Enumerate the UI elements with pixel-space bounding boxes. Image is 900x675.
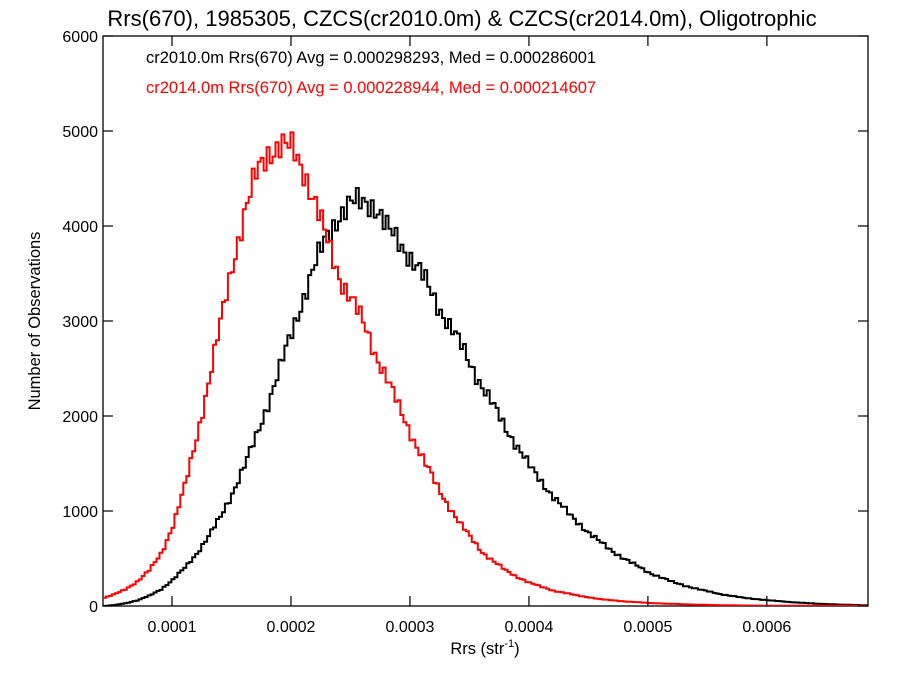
series-layer <box>103 131 868 606</box>
chart-title: Rrs(670), 1985305, CZCS(cr2010.0m) & CZC… <box>107 6 816 31</box>
y-tick-label: 4000 <box>62 219 98 236</box>
x-tick-label: 0.0001 <box>148 619 197 636</box>
legend-entry-cr2014: cr2014.0m Rrs(670) Avg = 0.000228944, Me… <box>146 79 596 97</box>
y-tick-label: 1000 <box>62 504 98 521</box>
y-axis-label: Number of Observations <box>26 232 44 411</box>
legend-entry-cr2010: cr2010.0m Rrs(670) Avg = 0.000298293, Me… <box>146 49 596 67</box>
y-tick-label: 3000 <box>62 314 98 331</box>
x-axis-label-exponent: -1 <box>504 638 514 650</box>
x-axis-label: Rrs (str-1) <box>450 638 519 658</box>
y-tick-label: 0 <box>89 599 98 616</box>
x-axis-label-close: ) <box>514 640 520 658</box>
x-axis-label-base: Rrs (str <box>450 640 505 658</box>
x-tick-label: 0.0006 <box>742 619 791 636</box>
series-line-cr2014.0m <box>103 131 868 606</box>
series-line-cr2010.0m <box>103 187 868 606</box>
x-tick-label: 0.0004 <box>504 619 553 636</box>
x-tick-label: 0.0002 <box>267 619 316 636</box>
x-tick-label: 0.0003 <box>385 619 434 636</box>
y-tick-label: 5000 <box>62 124 98 141</box>
y-tick-label: 6000 <box>62 29 98 46</box>
x-tick-label: 0.0005 <box>623 619 672 636</box>
y-tick-label: 2000 <box>62 409 98 426</box>
plot-frame <box>102 35 869 607</box>
tick-layer: 0.0001 0.0002 0.0003 0.0004 0.0005 0.0006 0 100… <box>62 29 868 636</box>
